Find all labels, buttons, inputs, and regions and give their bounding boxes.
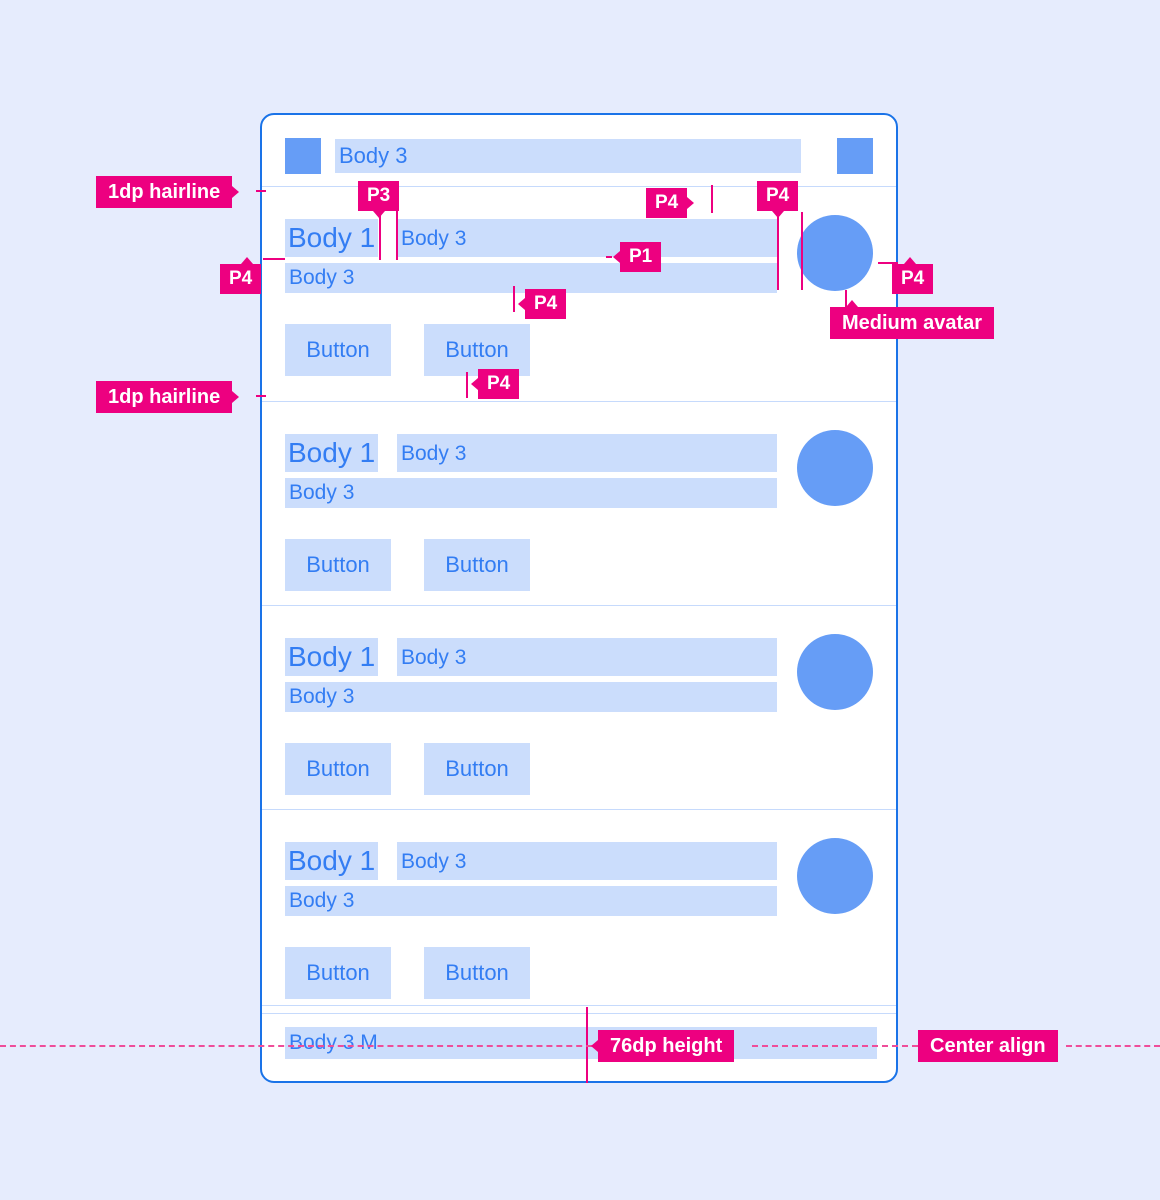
list-item-title: Body 1 [285,842,379,880]
arrow-right-icon [232,391,240,403]
guide-line-medium-avatar [845,290,847,308]
annotation-p4-appbar-far-right: P4 [757,181,799,218]
annotation-p4-appbar-right: P4 [646,188,695,218]
menu-icon[interactable] [285,138,321,174]
annotation-label: P4 [655,192,679,213]
list-item-button-1[interactable]: Button [285,743,391,795]
guide-line-hairline-top [256,190,266,192]
medium-avatar[interactable] [797,634,873,710]
list-item-title: Body 1 [285,219,379,257]
guide-line-p4-a [711,185,713,213]
annotation-p4-below-subtitle: P4 [518,289,567,319]
guide-line-p4-avatar [878,262,898,264]
annotation-p4-below-button: P4 [471,369,520,399]
list-item-button-2[interactable]: Button [424,947,530,999]
list-item[interactable]: Body 1 Body 3 Body 3 Button Button [262,810,896,1014]
annotation-1dp-hairline-top: 1dp hairline [96,176,240,208]
list-item-second-line: Body 3 [285,886,777,916]
app-bar: Body 3 [262,115,896,187]
guide-line-p4-button [466,372,468,398]
annotation-label: P4 [766,185,790,206]
medium-avatar[interactable] [797,215,873,291]
annotation-center-align: Center align [918,1030,1058,1062]
list-item-button-2[interactable]: Button [424,539,530,591]
annotation-label: 76dp height [610,1035,723,1057]
list-item-title: Body 1 [285,434,379,472]
app-bar-title: Body 3 [335,139,801,173]
list-item-subtitle: Body 3 [397,434,777,472]
annotation-1dp-hairline-mid: 1dp hairline [96,381,240,413]
list-item-button-1[interactable]: Button [285,539,391,591]
list-item-second-line: Body 3 [285,478,777,508]
annotation-medium-avatar: Medium avatar [830,300,995,339]
arrow-left-icon [471,378,478,390]
arrow-right-icon [232,186,240,198]
list-item-second-line: Body 3 [285,263,777,293]
annotation-label: Medium avatar [842,312,983,334]
list-item-button-2[interactable]: Button [424,743,530,795]
arrow-left-icon [613,251,620,263]
list-item-button-1[interactable]: Button [285,947,391,999]
guide-line-p3-left [379,210,381,260]
arrow-up-icon [904,257,916,264]
list-item[interactable]: Body 1 Body 3 Body 3 Button Button [262,402,896,606]
guide-line-p1 [606,256,612,258]
annotation-label: P1 [629,246,653,267]
medium-avatar[interactable] [797,838,873,914]
phone-frame: Body 3 Body 1 Body 3 Body 3 Button Butto… [260,113,898,1083]
arrow-up-icon [846,300,858,307]
arrow-up-icon [241,257,254,264]
list-item-second-line: Body 3 [285,682,777,712]
medium-avatar[interactable] [797,430,873,506]
annotation-label: P4 [487,373,511,394]
arrow-left-icon [591,1040,598,1052]
arrow-down-icon [372,211,385,218]
guide-line-p4-sub [513,286,515,312]
arrow-left-icon [518,298,525,310]
bottom-bar: Body 3 M [262,1005,896,1081]
annotation-p4-avatar-right: P4 [892,257,934,294]
guide-line-avatar-left [801,212,803,290]
list-item-subtitle: Body 3 [397,842,777,880]
more-icon[interactable] [837,138,873,174]
guide-line-hairline-mid [256,395,266,397]
center-align-dashed-mid [752,1045,918,1047]
annotation-label: 1dp hairline [108,386,221,408]
list-item-subtitle: Body 3 [397,219,777,257]
annotation-p1: P1 [613,242,662,272]
annotation-p4-left-edge: P4 [220,257,262,294]
center-align-dashed-left [0,1045,612,1047]
guide-line-p3-right [396,210,398,260]
list-item-button-2[interactable]: Button [424,324,530,376]
guide-line-p4-left [263,258,285,260]
annotation-label: Center align [930,1035,1046,1057]
list-item-button-1[interactable]: Button [285,324,391,376]
annotation-label: P4 [901,268,925,289]
arrow-right-icon [687,197,695,209]
annotation-label: 1dp hairline [108,181,221,203]
bottom-bar-text: Body 3 M [285,1027,877,1059]
list-item[interactable]: Body 1 Body 3 Body 3 Button Button [262,187,896,402]
annotation-label: P3 [367,185,391,206]
annotation-p3: P3 [358,181,400,218]
list-item[interactable]: Body 1 Body 3 Body 3 Button Button [262,606,896,810]
list-item-title: Body 1 [285,638,379,676]
arrow-down-icon [771,211,784,218]
annotation-label: P4 [229,268,253,289]
list-item-subtitle: Body 3 [397,638,777,676]
annotation-76dp-height: 76dp height [591,1030,735,1062]
guide-line-p4-b [777,212,779,290]
annotation-label: P4 [534,293,558,314]
center-align-dashed-right [1066,1045,1160,1047]
